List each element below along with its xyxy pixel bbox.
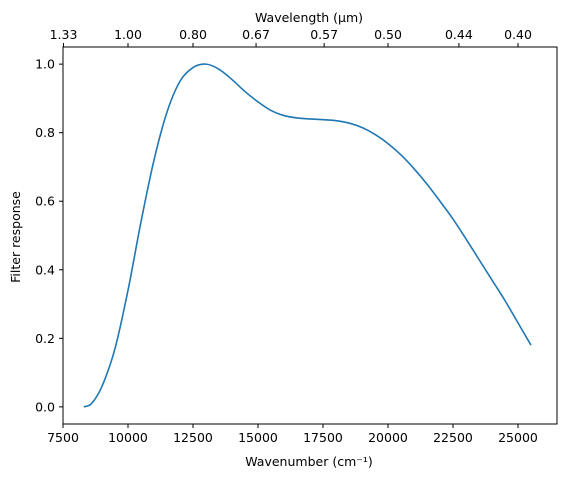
x-tick-label: 22500 (433, 430, 473, 445)
y-axis-label: Filter response (8, 191, 23, 283)
top-tick-label: 0.80 (179, 27, 207, 42)
y-tick-label: 0.4 (35, 262, 55, 277)
top-tick-label: 0.50 (374, 27, 402, 42)
top-tick-label: 0.57 (310, 27, 338, 42)
top-tick-label: 1.33 (50, 27, 78, 42)
top-tick-label: 0.40 (504, 27, 532, 42)
x-tick-label: 10000 (108, 430, 148, 445)
top-tick-label: 0.67 (242, 27, 270, 42)
bottom-x-axis: 7500 10000 12500 15000 17500 20000 22500 25000 (47, 424, 538, 445)
x-axis-label: Wavenumber (cm⁻¹) (245, 454, 372, 469)
x-tick-label: 7500 (47, 430, 79, 445)
plot-frame (62, 46, 558, 425)
y-tick-label: 0.6 (35, 194, 55, 209)
x-tick-label: 17500 (303, 430, 343, 445)
series-layer (83, 63, 532, 408)
plot-border (62, 46, 558, 425)
y-tick-label: 0.8 (35, 125, 55, 140)
y-tick-label: 1.0 (35, 57, 55, 72)
y-tick-label: 0.2 (35, 331, 55, 346)
x-tick-label: 12500 (173, 430, 213, 445)
left-y-axis: 0.0 0.2 0.4 0.6 0.8 1.0 (35, 57, 63, 414)
y-tick-label: 0.0 (35, 399, 55, 414)
series-line-0 (83, 63, 532, 408)
x-tick-label: 25000 (498, 430, 538, 445)
top-tick-label: 1.00 (114, 27, 142, 42)
top-x-axis-label: Wavelength (μm) (255, 10, 363, 25)
x-tick-label: 20000 (368, 430, 408, 445)
top-tick-label: 0.44 (445, 27, 473, 42)
top-x-axis: 1.33 1.00 0.80 0.67 0.57 0.50 0.44 0.40 (50, 27, 532, 47)
x-tick-label: 15000 (238, 430, 278, 445)
